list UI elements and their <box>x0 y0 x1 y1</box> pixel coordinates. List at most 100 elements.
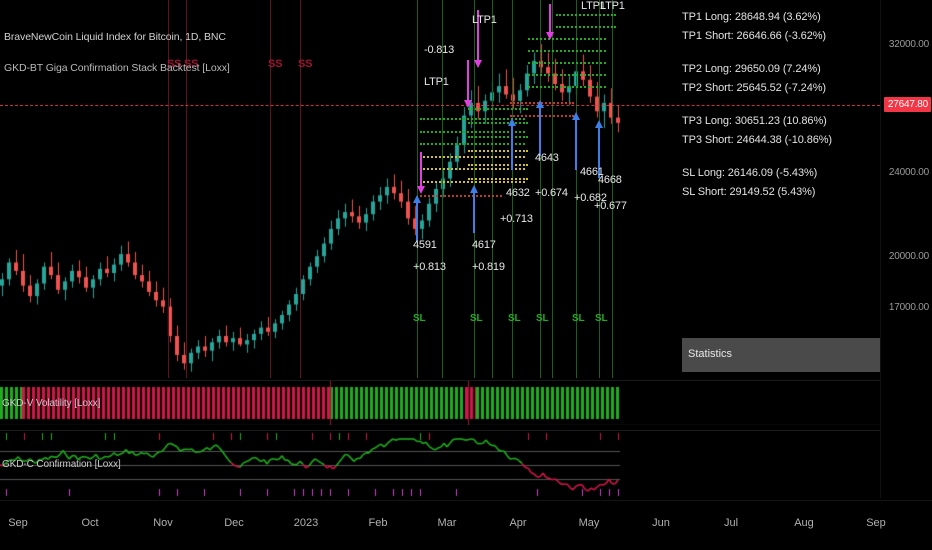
tp-level-line <box>468 150 528 152</box>
time-tick: Aug <box>794 517 814 529</box>
confirmation-pane[interactable] <box>0 430 880 498</box>
arrow-head <box>595 120 603 128</box>
current-price-line <box>0 105 880 106</box>
tp-level-line <box>528 50 606 52</box>
candlestick-canvas <box>0 0 880 378</box>
time-tick: Feb <box>368 517 388 529</box>
session-line <box>186 0 187 378</box>
session-line <box>552 0 553 378</box>
arrow-head <box>474 60 482 68</box>
tp-level-line <box>556 14 616 16</box>
tp-level-line <box>420 181 525 183</box>
info-line: TP2 Long: 29650.09 (7.24%) <box>682 63 821 75</box>
price-axis[interactable]: 32000.00 24000.00 20000.00 17000.00 27647.80 <box>880 0 932 498</box>
info-line: TP1 Short: 26646.66 (-3.62%) <box>682 30 826 42</box>
time-tick: Oct <box>81 517 99 529</box>
session-line <box>512 0 513 378</box>
arrow-head <box>464 100 472 108</box>
sell-arrow-icon <box>464 60 472 108</box>
tp-level-line <box>468 108 528 110</box>
tp-level-line <box>420 168 525 170</box>
session-line <box>300 0 301 378</box>
tp-level-line <box>420 143 525 145</box>
volatility-pane[interactable] <box>0 380 880 425</box>
volatility-histogram-canvas <box>0 381 880 425</box>
time-tick: Nov <box>153 517 173 529</box>
statistics-panel[interactable]: Statistics <box>682 338 882 372</box>
info-line: SL Short: 29149.52 (5.43%) <box>682 186 816 198</box>
session-line <box>599 0 600 378</box>
arrow-head <box>572 112 580 120</box>
info-group: TP2 Long: 29650.09 (7.24%) TP2 Short: 256… <box>682 60 882 98</box>
time-tick: Sep <box>8 517 28 529</box>
session-line <box>270 0 271 378</box>
price-tick: 32000.00 <box>888 39 929 50</box>
tp-level-line <box>420 131 525 133</box>
tp-level-line <box>468 164 528 166</box>
arrow-head <box>546 32 554 40</box>
info-line: TP3 Long: 30651.23 (10.86%) <box>682 115 827 127</box>
time-axis[interactable]: Sep Oct Nov Dec 2023 Feb Mar Apr May Jun Jul Aug Sep <box>0 500 932 550</box>
arrow-shaft <box>416 202 418 241</box>
session-line <box>168 0 169 378</box>
arrow-head <box>417 186 425 194</box>
price-tick: 20000.00 <box>888 251 929 262</box>
time-tick: 2023 <box>293 517 319 529</box>
session-line <box>492 0 493 378</box>
info-group: SL Long: 26146.09 (-5.43%) SL Short: 2914… <box>682 164 882 202</box>
price-tick: 17000.00 <box>888 302 929 313</box>
tp-level-line <box>468 136 528 138</box>
info-line: SL Long: 26146.09 (-5.43%) <box>682 167 818 179</box>
buy-arrow-icon <box>508 118 516 170</box>
tp-level-line <box>528 86 606 88</box>
tp-level-line <box>528 74 606 76</box>
confirmation-oscillator-canvas <box>0 431 880 498</box>
tp-level-line <box>510 115 574 117</box>
arrow-head <box>470 185 478 193</box>
sell-arrow-icon <box>417 152 425 194</box>
price-tick: 24000.00 <box>888 167 929 178</box>
main-chart-pane[interactable] <box>0 0 880 378</box>
time-tick: Jul <box>723 517 739 529</box>
info-line: TP3 Short: 24644.38 (-10.86%) <box>682 134 832 146</box>
time-tick: Dec <box>224 517 244 529</box>
arrow-head <box>413 195 421 203</box>
statistics-title: Statistics <box>688 348 733 360</box>
info-line: TP1 Long: 28648.94 (3.62%) <box>682 11 821 23</box>
arrow-shaft <box>477 10 479 61</box>
session-line <box>442 0 443 378</box>
arrow-shaft <box>575 119 577 170</box>
tp-level-line <box>420 195 502 197</box>
arrow-shaft <box>549 4 551 33</box>
info-group: TP1 Long: 28648.94 (3.62%) TP1 Short: 266… <box>682 8 882 46</box>
arrow-shaft <box>473 192 475 233</box>
buy-arrow-icon <box>470 185 478 233</box>
arrow-shaft <box>511 125 513 170</box>
arrow-head <box>508 118 516 126</box>
tp-level-line <box>528 62 606 64</box>
info-line: TP2 Short: 25645.52 (-7.24%) <box>682 82 826 94</box>
tp-level-line <box>420 156 525 158</box>
tp-level-line <box>420 118 525 120</box>
arrow-shaft <box>539 107 541 156</box>
arrow-head <box>536 100 544 108</box>
tp-level-line <box>468 122 528 124</box>
current-price-badge[interactable]: 27647.80 <box>883 97 931 112</box>
buy-arrow-icon <box>536 100 544 156</box>
session-line <box>540 0 541 378</box>
sell-arrow-icon <box>474 10 482 68</box>
arrow-shaft <box>467 60 469 101</box>
arrow-shaft <box>598 127 600 178</box>
tp-level-line <box>556 26 616 28</box>
sell-arrow-icon <box>546 4 554 40</box>
session-line <box>612 0 613 378</box>
time-tick: Apr <box>509 517 527 529</box>
buy-arrow-icon <box>413 195 421 241</box>
tp-level-line <box>468 178 528 180</box>
buy-arrow-icon <box>572 112 580 170</box>
buy-arrow-icon <box>595 120 603 178</box>
time-tick: Jun <box>652 517 670 529</box>
arrow-shaft <box>420 152 422 187</box>
tp-level-line <box>528 38 606 40</box>
